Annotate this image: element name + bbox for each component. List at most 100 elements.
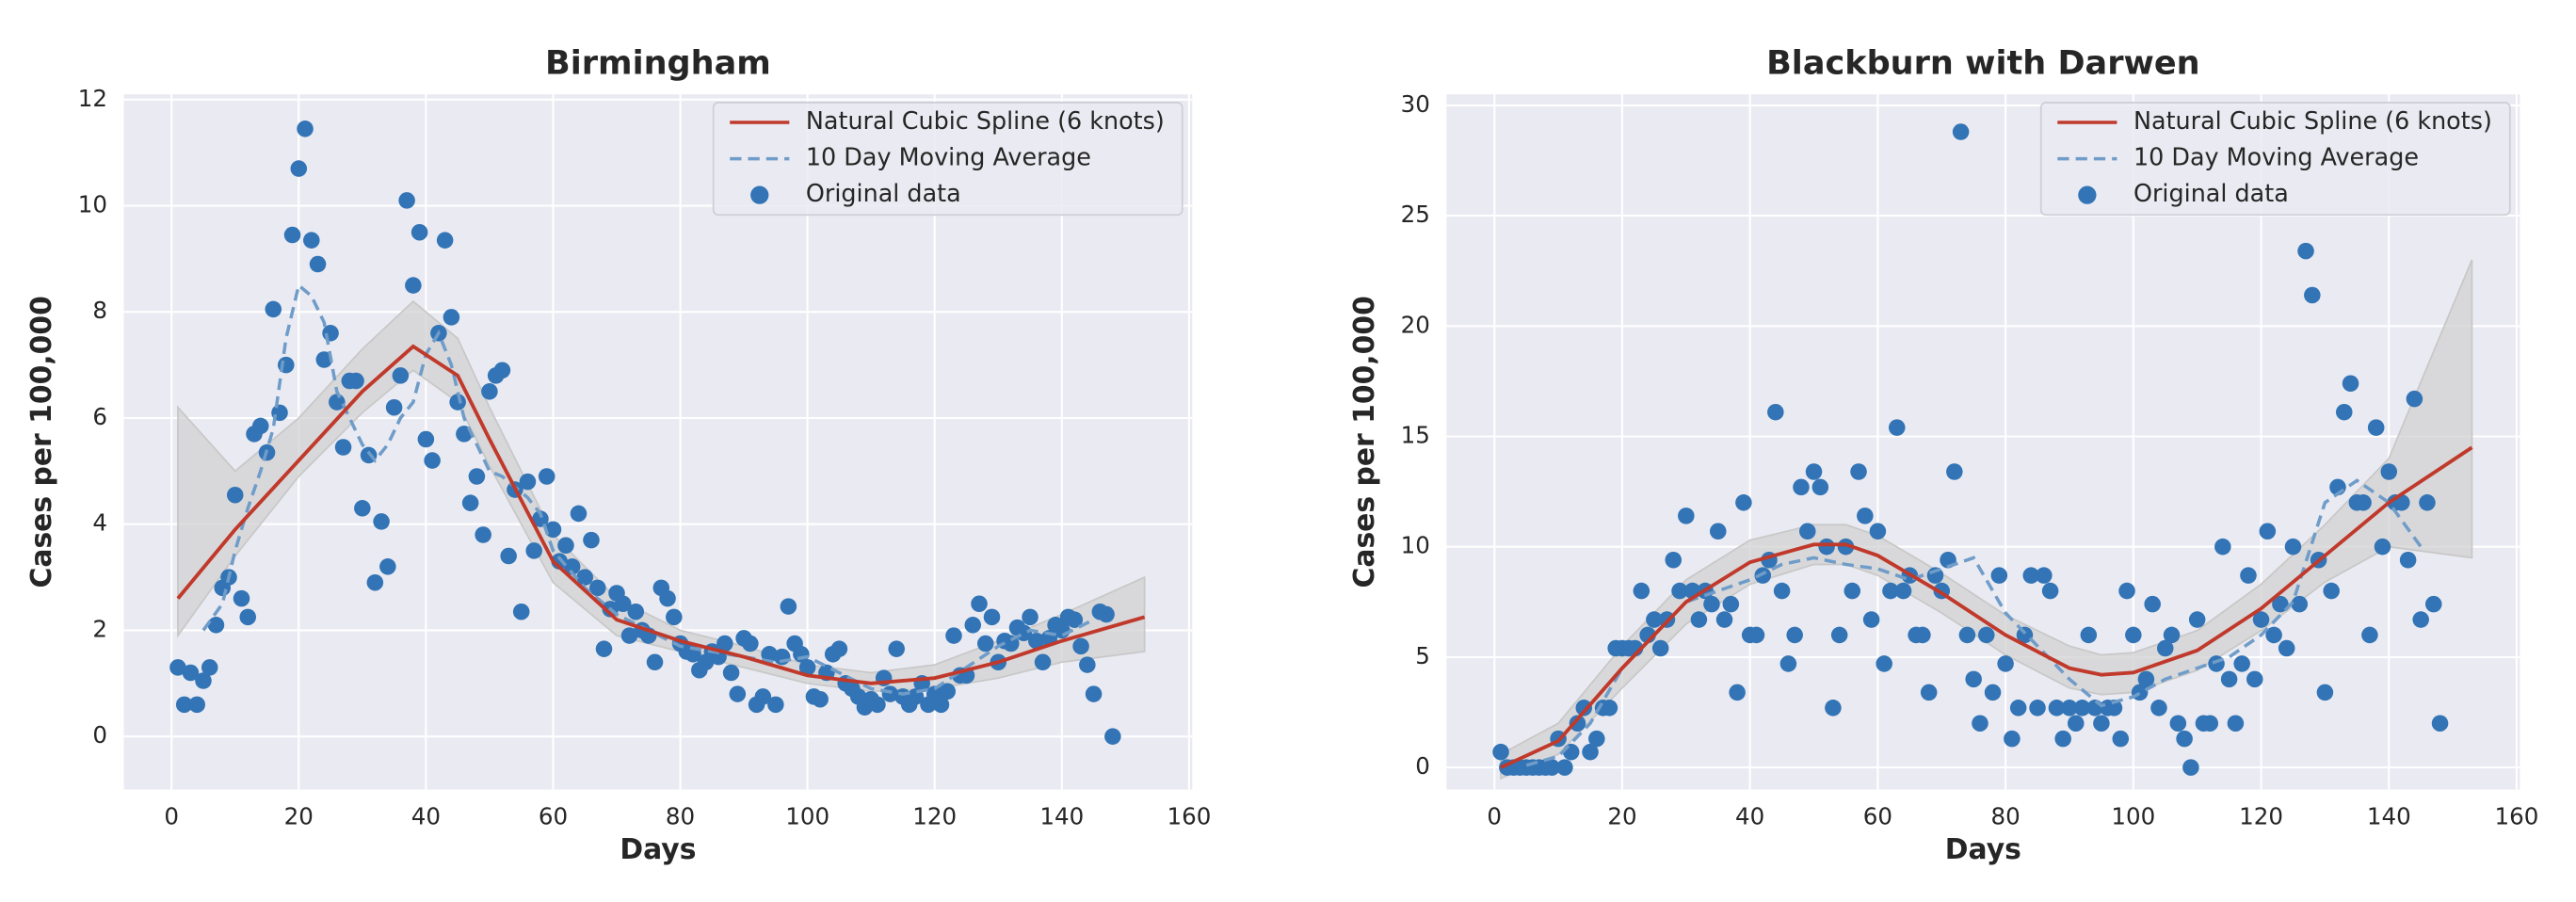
data-point	[2029, 700, 2046, 717]
data-point	[2214, 538, 2231, 556]
data-point	[2304, 286, 2321, 304]
data-point	[334, 439, 352, 456]
data-point	[525, 542, 542, 559]
data-point	[646, 653, 664, 671]
data-point	[1715, 611, 1733, 628]
data-point	[1990, 567, 2008, 584]
data-point	[1977, 626, 1995, 644]
data-point	[512, 603, 530, 620]
x-axis-label: Days	[620, 833, 696, 866]
data-point	[443, 309, 460, 326]
data-point	[175, 696, 193, 714]
x-tick-label: 0	[1487, 802, 1502, 830]
data-point	[2125, 626, 2142, 644]
legend-box	[2039, 102, 2511, 217]
data-point	[2061, 700, 2078, 717]
data-point	[2233, 655, 2250, 672]
data-point	[2361, 626, 2378, 644]
data-point	[379, 558, 396, 575]
data-point	[666, 608, 683, 626]
y-axis-label: Cases per 100,000	[25, 296, 58, 588]
data-point	[1588, 730, 1605, 748]
data-point	[2342, 375, 2359, 393]
data-point	[2067, 715, 2085, 732]
data-point	[2355, 494, 2372, 511]
data-point	[563, 558, 581, 575]
data-point	[2297, 242, 2314, 260]
data-point	[1984, 684, 2002, 701]
legend-box	[712, 102, 1183, 217]
data-point	[373, 513, 390, 530]
y-tick-label: 25	[1401, 201, 1430, 228]
data-point	[812, 690, 829, 708]
data-point	[2137, 670, 2155, 688]
y-tick-label: 30	[1401, 90, 1430, 118]
x-tick-label: 120	[912, 802, 957, 830]
x-tick-label: 80	[1990, 802, 2020, 830]
data-point	[233, 589, 250, 607]
x-tick-label: 140	[2367, 802, 2411, 830]
data-point	[1601, 700, 1618, 717]
y-tick-label: 0	[92, 721, 107, 749]
data-point	[2419, 494, 2436, 511]
legend-label: Natural Cubic Spline (6 knots)	[2133, 106, 2492, 135]
data-point	[971, 595, 988, 613]
x-tick-label: 20	[284, 802, 314, 830]
data-point	[1729, 684, 1746, 701]
data-point	[1562, 743, 1580, 761]
data-point	[2022, 567, 2040, 584]
data-point	[239, 608, 257, 626]
data-point	[226, 486, 244, 504]
x-tick-label: 60	[539, 802, 568, 830]
data-point	[169, 659, 186, 676]
data-point	[475, 526, 491, 543]
data-point	[2073, 700, 2091, 717]
data-point	[2431, 715, 2449, 732]
data-point	[2272, 595, 2289, 613]
data-point	[888, 640, 905, 657]
data-point	[2284, 538, 2302, 556]
data-point	[1767, 403, 1784, 421]
data-point	[449, 394, 466, 411]
data-point	[2080, 626, 2098, 644]
x-tick-label: 40	[411, 802, 441, 830]
y-tick-label: 10	[78, 191, 107, 218]
data-point	[1671, 582, 1688, 600]
legend-marker	[750, 185, 769, 204]
data-point	[583, 531, 600, 549]
data-point	[2399, 551, 2417, 569]
data-point	[595, 640, 613, 657]
data-point	[1894, 582, 1912, 600]
data-point	[1678, 507, 1695, 524]
data-point	[398, 192, 415, 209]
data-point	[1830, 626, 1848, 644]
data-point	[2246, 670, 2263, 688]
data-point	[2156, 639, 2174, 657]
data-point	[195, 672, 212, 689]
data-point	[2227, 715, 2245, 732]
data-point	[1965, 670, 1982, 688]
spline-line	[176, 344, 1146, 685]
legend-label: Natural Cubic Spline (6 knots)	[806, 106, 1165, 135]
data-point	[588, 579, 606, 597]
data-point	[742, 635, 759, 652]
data-point	[405, 277, 422, 294]
x-tick-label: 100	[785, 802, 829, 830]
data-point	[754, 688, 772, 705]
y-tick-label: 2	[92, 615, 107, 642]
data-point	[2323, 582, 2340, 600]
x-tick-label: 40	[1735, 802, 1764, 830]
data-point	[2188, 611, 2206, 628]
data-point	[945, 627, 962, 644]
data-point	[2163, 626, 2181, 644]
data-point	[1104, 728, 1121, 745]
chart-title: Blackburn with Darwen	[1766, 44, 2200, 83]
data-point	[290, 160, 308, 177]
data-point	[1582, 743, 1599, 761]
data-point	[1703, 595, 1720, 613]
legend-marker	[2078, 185, 2097, 204]
data-point	[1651, 639, 1669, 657]
data-point	[780, 598, 797, 615]
data-point	[1575, 700, 1593, 717]
data-point	[2041, 582, 2059, 600]
